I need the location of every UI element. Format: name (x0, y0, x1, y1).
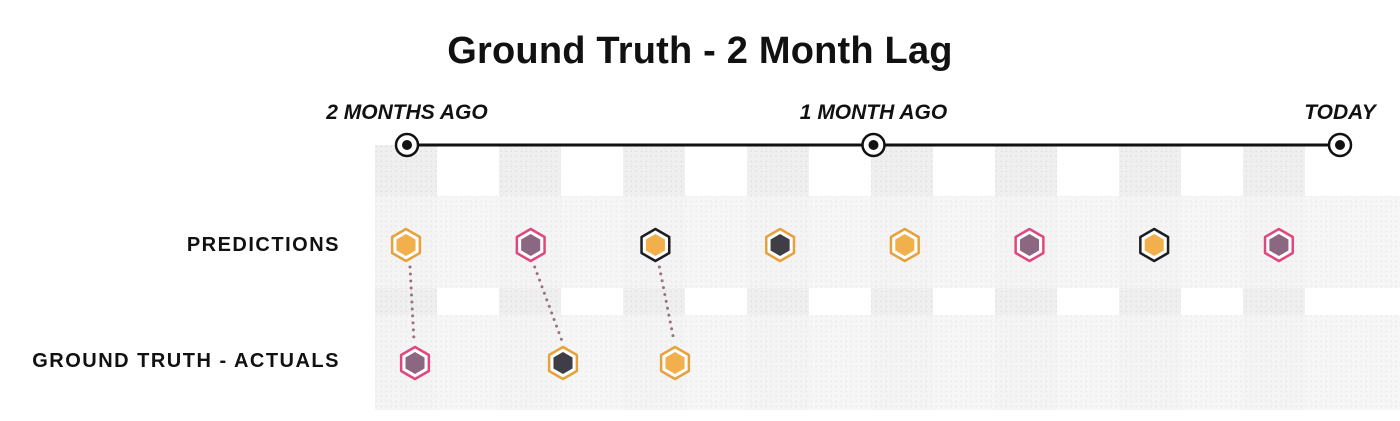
hexagon-fill (665, 352, 685, 374)
timeline-marker-dot (402, 140, 412, 150)
actuals-band-texture (375, 315, 1400, 410)
hexagon-fill (396, 234, 416, 256)
hexagon-fill (770, 234, 790, 256)
hexagon-fill (1019, 234, 1040, 256)
timeline-label-2-months-ago: 2 MONTHS AGO (326, 101, 488, 124)
background-grid (375, 145, 1400, 410)
actual-hexagon (659, 345, 691, 381)
timeline (394, 132, 1353, 158)
prediction-hexagon (1139, 227, 1170, 263)
prediction-hexagon (640, 227, 671, 263)
prediction-hexagon (390, 227, 422, 263)
prediction-hexagon (764, 227, 796, 263)
timeline-marker-dot (1335, 140, 1345, 150)
hexagon-fill (1144, 234, 1164, 256)
hexagon-fill (405, 352, 425, 374)
prediction-hexagon (1014, 227, 1045, 263)
hexagon-fill (895, 234, 915, 256)
timeline-marker-dot (868, 140, 879, 150)
prediction-hexagon (1263, 227, 1295, 263)
hexagon-fill (645, 234, 665, 256)
actuals-row (399, 345, 691, 381)
prediction-hexagon (515, 227, 546, 263)
connector-line (657, 265, 676, 343)
prediction-row (390, 227, 1295, 263)
prediction-hexagon (889, 227, 920, 263)
row-label-ground-truth-actuals: GROUND TRUTH - ACTUALS (32, 350, 340, 372)
hexagon-fill (1269, 234, 1289, 256)
timeline-label-1-month-ago: 1 MONTH AGO (799, 101, 948, 124)
row-label-predictions: PREDICTIONS (186, 234, 340, 256)
actual-hexagon (547, 345, 579, 381)
connector-line (408, 265, 416, 343)
hexagon-fill (521, 234, 541, 256)
diagram-title: Ground Truth - 2 Month Lag (447, 30, 953, 72)
actual-hexagon (399, 345, 431, 381)
predictions-band-texture (375, 196, 1400, 288)
connector-line (533, 265, 564, 343)
connectors (408, 265, 676, 343)
timeline-label-today: TODAY (1304, 101, 1376, 124)
hexagon-fill (553, 352, 573, 374)
